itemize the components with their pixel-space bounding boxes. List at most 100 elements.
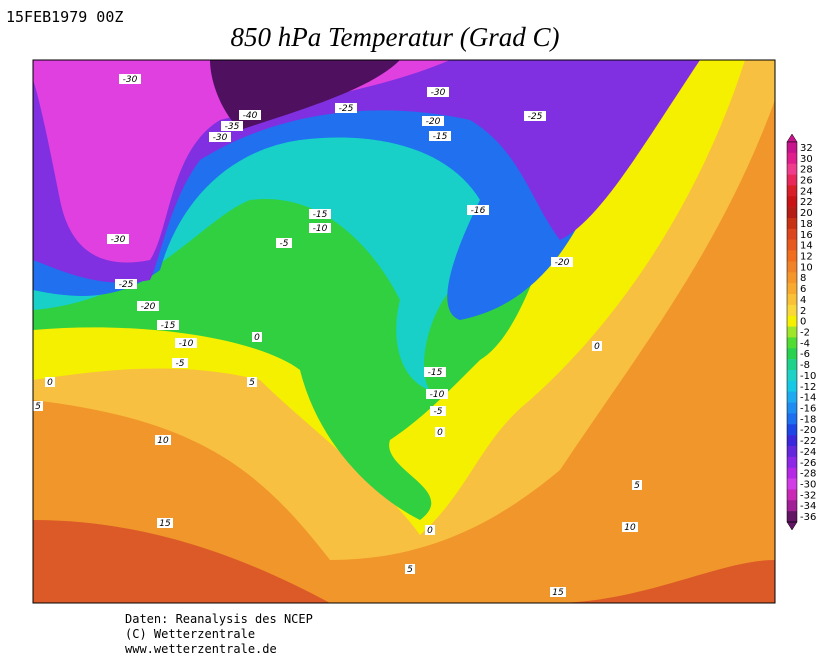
contour-label: 5 (35, 402, 41, 412)
colorbar-label: 26 (800, 176, 813, 187)
colorbar-label: -28 (800, 469, 816, 480)
contour-label-box (107, 234, 129, 244)
colorbar-label: -34 (800, 501, 816, 512)
colorbar-swatch (787, 163, 797, 175)
colorbar-swatch (787, 337, 797, 349)
colorbar-swatch (787, 391, 797, 403)
colorbar-label: 10 (800, 262, 813, 273)
contour-label: -35 (225, 122, 240, 132)
colorbar-swatch (787, 142, 797, 154)
contour-label: -20 (555, 258, 570, 268)
contour-label-box (239, 110, 261, 120)
contour-label-box (119, 74, 141, 84)
colorbar-label: -32 (800, 490, 816, 501)
contour-label-box (137, 301, 159, 311)
contour-label: -15 (433, 132, 448, 142)
footer-line: (C) Wetterzentrale (125, 627, 255, 641)
contour-label: -15 (161, 321, 176, 331)
colorbar-swatch (787, 467, 797, 479)
colorbar-swatch (787, 239, 797, 251)
colorbar-swatch (787, 326, 797, 338)
colorbar-label: 0 (800, 317, 806, 328)
contour-label-box (422, 116, 444, 126)
colorbar-label: 2 (800, 306, 806, 317)
contour-label: -30 (431, 88, 446, 98)
contour-label: -5 (434, 407, 443, 417)
footer-line: Daten: Reanalysis des NCEP (125, 612, 313, 626)
contour-label: -16 (471, 206, 486, 216)
contour-label: 0 (47, 378, 53, 388)
colorbar-swatch (787, 152, 797, 165)
colorbar-label: -36 (800, 512, 816, 523)
colorbar-swatch (787, 250, 797, 262)
contour-label-box (632, 480, 642, 490)
colorbar-swatch (787, 185, 797, 197)
colorbar-swatch (787, 261, 797, 273)
colorbar-swatch (787, 478, 797, 490)
footer-line: www.wetterzentrale.de (125, 642, 277, 656)
colorbar-swatch (787, 380, 797, 393)
contour-label: -30 (123, 75, 138, 85)
contour-label: -40 (243, 111, 258, 121)
colorbar-swatch (787, 196, 797, 208)
colorbar-swatch (787, 218, 797, 230)
colorbar-label: 16 (800, 230, 813, 241)
contour-label-box (33, 401, 43, 411)
colorbar-label: -18 (800, 414, 816, 425)
contour-label-box (592, 341, 602, 351)
zone-magenta (33, 60, 450, 263)
contour-label: 15 (159, 519, 171, 529)
colorbar-label: 28 (800, 165, 813, 176)
contour-label-box (550, 587, 566, 597)
contour-label-box (426, 389, 448, 399)
contour-label: -5 (176, 359, 185, 369)
colorbar-label: -22 (800, 436, 816, 447)
contour-label-box (155, 435, 171, 445)
colorbar-border (786, 141, 798, 523)
contour-label: -25 (528, 112, 543, 122)
colorbar-swatch (787, 446, 797, 458)
contour-label: 0 (594, 342, 600, 352)
colorbar-label: -6 (800, 349, 810, 360)
colorbar-label: 30 (800, 154, 813, 165)
colorbar-label: -4 (800, 338, 810, 349)
colorbar-label: 22 (800, 197, 813, 208)
contour-label: 0 (254, 333, 260, 343)
colorbar-label: 32 (800, 143, 813, 154)
colorbar-swatch (787, 370, 797, 382)
contour-label: 5 (634, 481, 640, 491)
contour-label: 5 (249, 378, 255, 388)
colorbar-label: -12 (800, 382, 816, 393)
contour-label-box (115, 279, 137, 289)
colorbar-label: -10 (800, 371, 816, 382)
colorbar-label: -24 (800, 447, 816, 458)
contour-label: -30 (111, 235, 126, 245)
colorbar-label: -26 (800, 458, 816, 469)
colorbar-label: -16 (800, 404, 816, 415)
contour-label-box (221, 121, 243, 131)
colorbar-swatch (787, 207, 797, 219)
contour-label-box (435, 427, 445, 437)
contour-label: -25 (119, 280, 134, 290)
contour-label: 10 (157, 436, 169, 446)
colorbar-label: -20 (800, 425, 816, 436)
colorbar-swatch (787, 511, 797, 523)
contour-label-box (276, 238, 292, 248)
map-title: 850 hPa Temperatur (Grad C) (230, 22, 559, 52)
colorbar-label: 18 (800, 219, 813, 230)
contour-label: -10 (430, 390, 445, 400)
contour-label: 10 (624, 523, 636, 533)
colorbar-label: -14 (800, 393, 816, 404)
contour-label-box (209, 132, 231, 142)
contour-label: -15 (428, 368, 443, 378)
contour-label-box (247, 377, 257, 387)
contour-label-box (424, 367, 446, 377)
colorbar-swatch (787, 424, 797, 436)
contour-label: -10 (179, 339, 194, 349)
contour-label-box (524, 111, 546, 121)
colorbar-swatch (787, 294, 797, 306)
contour-label: -20 (426, 117, 441, 127)
colorbar-swatch (787, 304, 797, 317)
colorbar-swatch (787, 456, 797, 469)
contour-label: 0 (437, 428, 443, 438)
